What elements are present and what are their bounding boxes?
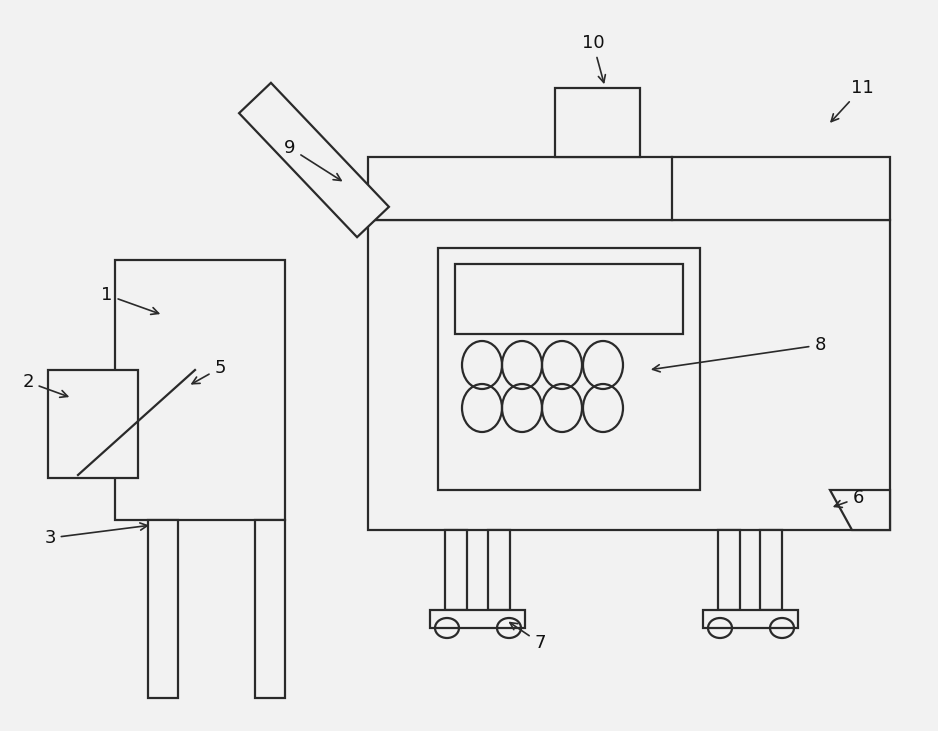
Bar bbox=[48, 370, 138, 478]
Bar bbox=[368, 220, 890, 530]
Bar bbox=[255, 520, 285, 698]
Text: 10: 10 bbox=[582, 34, 605, 83]
Text: 7: 7 bbox=[510, 623, 546, 652]
Bar bbox=[430, 610, 525, 628]
Polygon shape bbox=[239, 83, 389, 237]
Text: 5: 5 bbox=[192, 359, 226, 384]
Bar bbox=[115, 260, 285, 520]
Bar bbox=[368, 157, 890, 220]
Bar bbox=[445, 530, 467, 610]
Bar bbox=[488, 530, 510, 610]
Bar bbox=[148, 520, 178, 698]
Bar bbox=[718, 530, 740, 610]
Text: 11: 11 bbox=[831, 79, 873, 121]
Bar bbox=[555, 88, 640, 157]
Polygon shape bbox=[830, 490, 890, 530]
Bar bbox=[760, 530, 782, 610]
Text: 1: 1 bbox=[101, 286, 159, 314]
Text: 8: 8 bbox=[653, 336, 825, 372]
Bar bbox=[703, 610, 798, 628]
Text: 2: 2 bbox=[23, 373, 68, 398]
Text: 9: 9 bbox=[284, 139, 341, 181]
Text: 6: 6 bbox=[835, 489, 864, 507]
Text: 3: 3 bbox=[44, 523, 147, 547]
Bar bbox=[455, 264, 683, 334]
Bar bbox=[438, 248, 700, 490]
